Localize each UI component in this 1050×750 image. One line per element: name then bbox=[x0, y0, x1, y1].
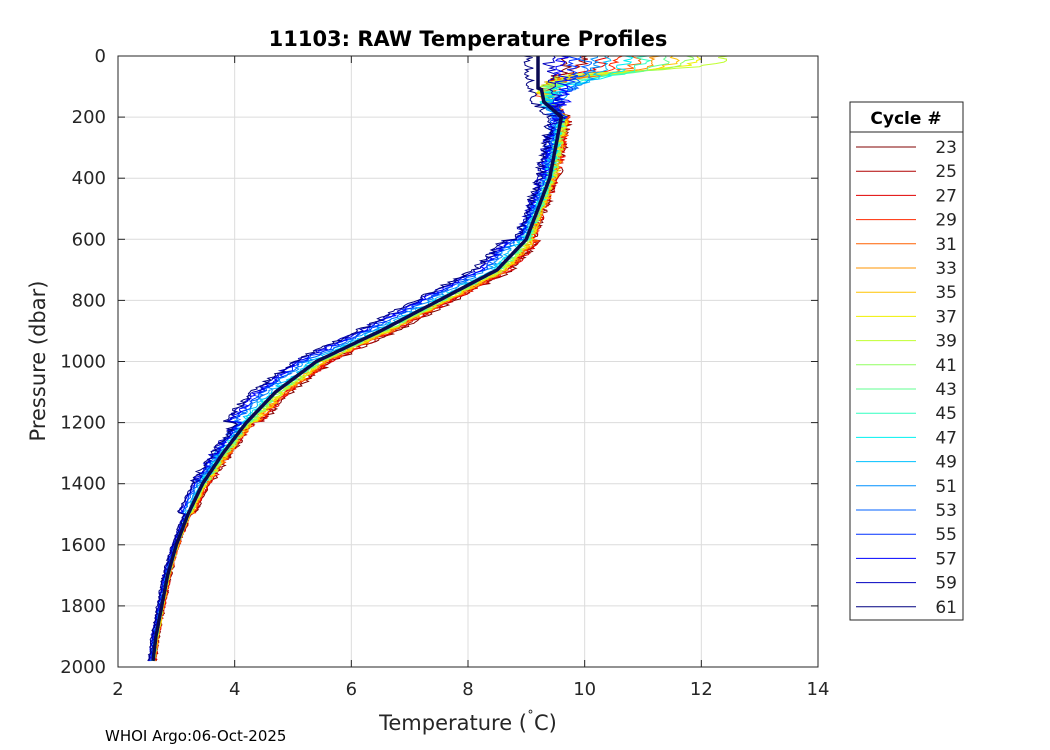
legend: Cycle # 23 25 27 29 31 33 35 37 39 41 43 45 47 49 51 53… bbox=[849, 101, 964, 621]
legend-label-cycle-25: 25 bbox=[935, 162, 957, 182]
y-axis-ticks: 0 200 400 600 800 1000 1200 1400 1600 1800 2000 bbox=[60, 46, 818, 678]
x-tick-label: 12 bbox=[690, 679, 713, 700]
y-tick-label: 400 bbox=[72, 168, 106, 189]
x-tick-label: 8 bbox=[462, 679, 473, 700]
y-tick-label: 1200 bbox=[60, 413, 106, 434]
x-tick-label: 4 bbox=[229, 679, 240, 700]
legend-label-cycle-45: 45 bbox=[935, 404, 957, 424]
y-tick-label: 0 bbox=[95, 46, 106, 67]
legend-label-cycle-57: 57 bbox=[935, 549, 957, 569]
legend-label-cycle-29: 29 bbox=[935, 211, 957, 231]
legend-label-cycle-23: 23 bbox=[935, 138, 957, 158]
legend-label-cycle-27: 27 bbox=[935, 186, 957, 206]
x-axis-label-degree: ˚ bbox=[527, 709, 534, 726]
y-tick-label: 200 bbox=[72, 107, 106, 128]
y-tick-label: 1600 bbox=[60, 535, 106, 556]
legend-label-cycle-37: 37 bbox=[935, 307, 957, 327]
x-axis-label-unit: C) bbox=[534, 711, 557, 735]
legend-label-cycle-43: 43 bbox=[935, 380, 957, 400]
legend-label-cycle-35: 35 bbox=[935, 283, 957, 303]
legend-items: 23 25 27 29 31 33 35 37 39 41 43 45 47 49 51 53 55 57 59 61 bbox=[856, 138, 957, 618]
y-tick-label: 800 bbox=[72, 290, 106, 311]
legend-label-cycle-39: 39 bbox=[935, 332, 957, 352]
y-axis-label: Pressure (dbar) bbox=[26, 281, 50, 442]
footer-credit: WHOI Argo:06-Oct-2025 bbox=[105, 727, 286, 745]
y-tick-label: 2000 bbox=[60, 657, 106, 678]
legend-title: Cycle # bbox=[870, 109, 941, 129]
x-axis-ticks: 2 4 6 8 10 12 14 bbox=[112, 56, 829, 700]
legend-label-cycle-41: 41 bbox=[935, 356, 957, 376]
legend-label-cycle-53: 53 bbox=[935, 501, 957, 521]
y-tick-label: 1800 bbox=[60, 596, 106, 617]
y-tick-label: 600 bbox=[72, 229, 106, 250]
legend-label-cycle-31: 31 bbox=[935, 235, 957, 255]
legend-label-cycle-49: 49 bbox=[935, 453, 957, 473]
legend-box bbox=[849, 101, 964, 621]
profile-line-cycle-61 bbox=[147, 55, 554, 662]
legend-label-cycle-59: 59 bbox=[935, 574, 957, 594]
legend-label-cycle-47: 47 bbox=[935, 428, 957, 448]
y-tick-label: 1000 bbox=[60, 352, 106, 373]
x-tick-label: 10 bbox=[573, 679, 596, 700]
profiles bbox=[147, 55, 728, 662]
y-tick-label: 1400 bbox=[60, 474, 106, 495]
x-axis-label: Temperature (˚C) bbox=[378, 709, 557, 735]
x-tick-label: 14 bbox=[807, 679, 830, 700]
mean-profile-line bbox=[151, 56, 564, 662]
x-tick-label: 6 bbox=[346, 679, 357, 700]
chart-title: 11103: RAW Temperature Profiles bbox=[269, 27, 668, 51]
x-tick-label: 2 bbox=[112, 679, 123, 700]
legend-label-cycle-55: 55 bbox=[935, 525, 957, 545]
legend-label-cycle-51: 51 bbox=[935, 477, 957, 497]
x-axis-label-text: Temperature ( bbox=[378, 711, 527, 735]
legend-label-cycle-61: 61 bbox=[935, 598, 957, 618]
legend-label-cycle-33: 33 bbox=[935, 259, 957, 279]
